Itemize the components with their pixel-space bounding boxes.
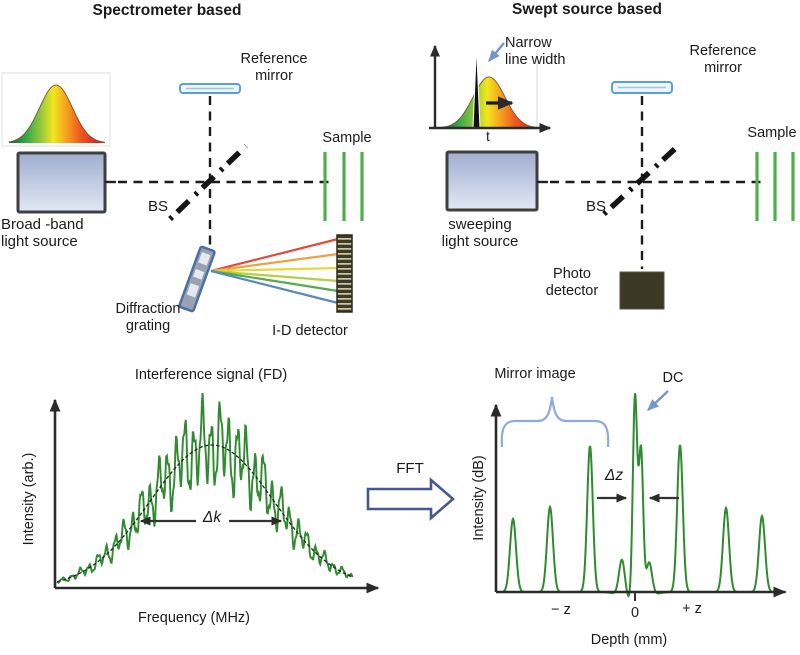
reference-mirror-label-right-line2: mirror <box>704 59 742 76</box>
reference-mirror-label-left: Reference mirror <box>241 51 308 84</box>
sweeping-source-label: sweeping light source <box>441 216 519 250</box>
broadband-spectrum-shape <box>9 85 105 143</box>
fd-y-axis-label: Intensity (arb.) <box>20 452 37 546</box>
broadband-source-label: Broad -band light source <box>1 216 84 250</box>
swept-spectrum-outline <box>440 76 541 129</box>
narrow-linewidth-pointer-arrow <box>488 42 505 62</box>
photo-detector-label-line2: detector <box>545 282 599 299</box>
reference-mirror-label-right: Reference mirror <box>690 43 757 76</box>
diffraction-grating-label-line1: Diffraction <box>115 301 181 317</box>
photo-detector-label-line1: Photo <box>553 266 591 282</box>
reference-mirror-label-left-line1: Reference <box>240 51 308 67</box>
depth-tick-minus-z: − z <box>551 602 571 618</box>
beam-splitter-left <box>168 144 248 221</box>
broadband-source-label-line1: Broad -band <box>1 216 84 233</box>
mirror-image-brace <box>500 396 610 448</box>
reference-mirror-label-right-line1: Reference <box>689 43 757 59</box>
dc-label: DC <box>662 370 684 386</box>
depth-tick-zero: 0 <box>630 605 640 621</box>
sweeping-source-label-line1: sweeping <box>448 216 512 233</box>
depth-y-axis-label: Intensity (dB) <box>470 455 487 541</box>
beam-splitter-right <box>602 143 680 217</box>
photo-detector-label: Photo detector <box>546 266 598 299</box>
broadband-light-source-box <box>16 151 107 214</box>
broadband-spectrum-outline <box>8 84 106 143</box>
sample-label-left: Sample <box>322 130 372 146</box>
fft-label: FFT <box>396 460 424 477</box>
panel-title-swept: Swept source based <box>512 1 662 18</box>
depth-x-axis-label: Depth (mm) <box>590 632 668 648</box>
id-detector-label: I-D detector <box>272 323 348 339</box>
dispersed-rays <box>210 237 339 305</box>
fd-x-axis-label: Frequency (MHz) <box>138 610 250 626</box>
depth-tick-plus-z: + z <box>682 601 702 617</box>
fd-envelope-curve <box>56 444 354 583</box>
line-array-detector <box>336 234 353 313</box>
panel-title-spectrometer: Spectrometer based <box>92 2 242 19</box>
diffraction-grating-label-line2: grating <box>125 317 171 334</box>
mirror-image-label: Mirror image <box>494 366 576 382</box>
sweeping-source-label-line2: light source <box>441 232 519 250</box>
sample-right-layers <box>755 152 795 221</box>
depth-profile-curve <box>499 393 786 598</box>
sample-left-layers <box>323 152 364 221</box>
dz-annotation: Δz <box>604 467 624 484</box>
reference-mirror-label-left-line2: mirror <box>255 67 293 84</box>
dc-pointer-arrow <box>647 390 669 411</box>
bs-label-left: BS <box>148 198 169 215</box>
inset-t-axis-label: t <box>486 128 490 144</box>
fft-arrow <box>366 477 455 521</box>
bs-label-right: BS <box>586 198 607 215</box>
photo-detector-box <box>619 271 665 310</box>
narrow-linewidth-label-line2: line width <box>505 51 566 68</box>
dk-annotation: Δk <box>202 509 222 526</box>
fd-interference-signal-curve <box>56 393 354 584</box>
diffraction-grating <box>178 245 216 313</box>
sweeping-light-source-box <box>445 150 539 212</box>
narrow-linewidth-label: Narrow line width <box>505 35 565 68</box>
broadband-source-label-line2: light source <box>1 232 78 250</box>
diffraction-grating-label: Diffraction grating <box>115 301 180 334</box>
fd-chart-title: Interference signal (FD) <box>134 367 288 383</box>
narrow-linewidth-label-line1: Narrow <box>505 35 552 51</box>
sample-label-right: Sample <box>747 125 797 141</box>
